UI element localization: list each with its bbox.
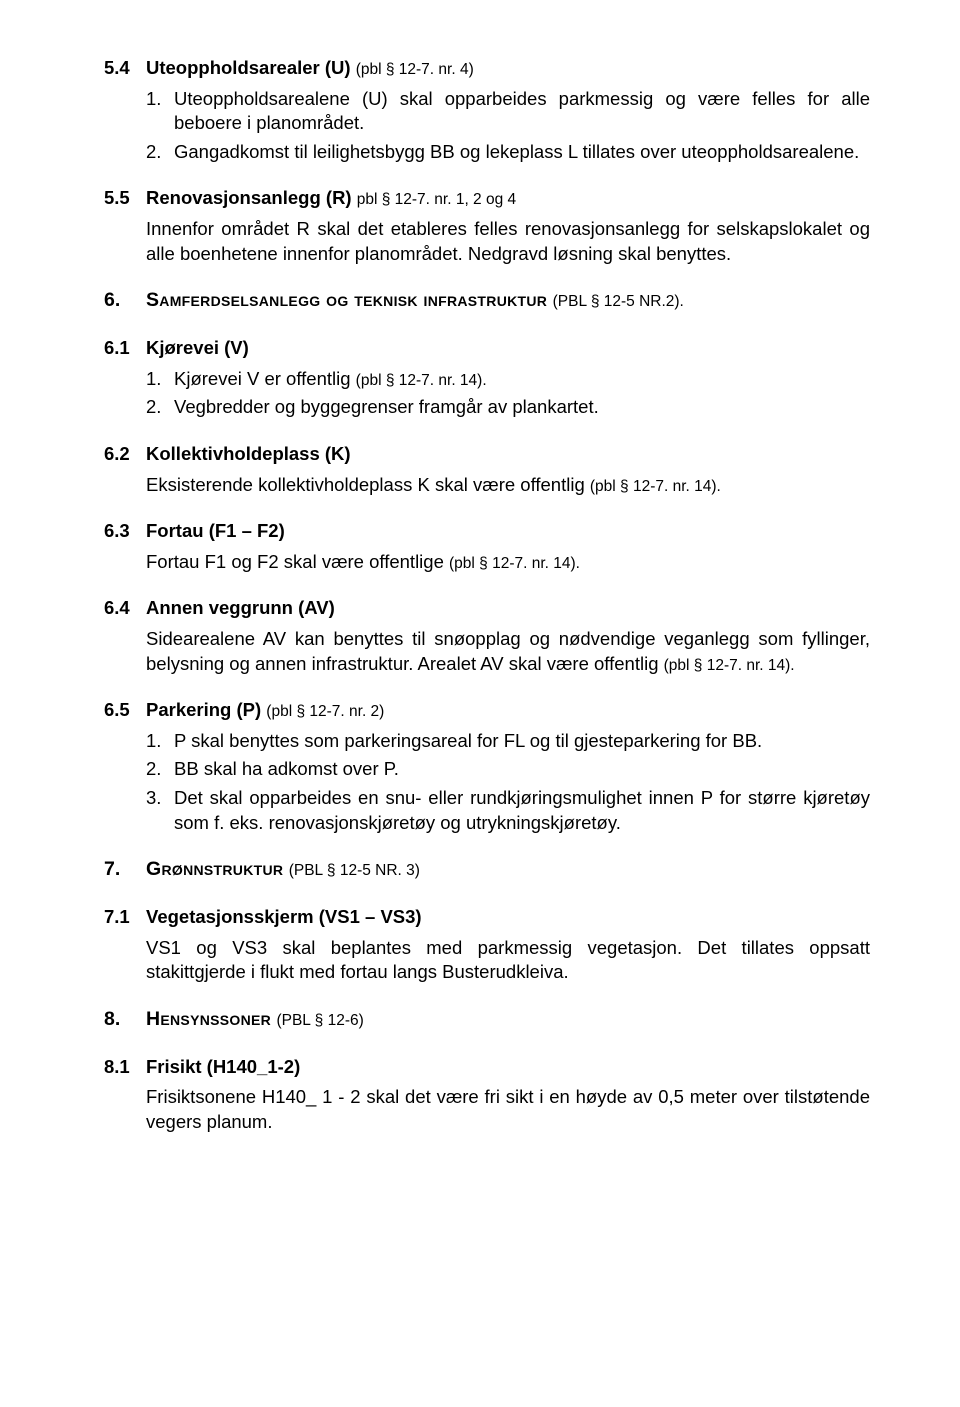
section-body: Sidearealene AV kan benyttes til snøoppl… <box>146 627 870 676</box>
section-title: Parkering (P) (pbl § 12-7. nr. 2) <box>146 698 384 723</box>
section-number: 6.3 <box>104 519 146 544</box>
section-body: Innenfor området R skal det etableres fe… <box>146 217 870 266</box>
section-6-5: 6.5 Parkering (P) (pbl § 12-7. nr. 2) 1.… <box>104 698 870 835</box>
section-title: Samferdselsanlegg og teknisk infrastrukt… <box>146 288 684 314</box>
ordered-list: 1. Uteoppholdsarealene (U) skal opparbei… <box>146 87 870 165</box>
section-body-reference: (pbl § 12-7. nr. 14). <box>590 478 721 495</box>
list-item-number: 2. <box>146 395 174 420</box>
section-title-text: Hensynssoner <box>146 1008 271 1030</box>
section-reference: (PBL § 12-5 NR. 3) <box>289 862 420 879</box>
section-number: 5.5 <box>104 186 146 211</box>
section-reference: (pbl § 12-7. nr. 4) <box>356 61 474 78</box>
section-body-reference: (pbl § 12-7. nr. 14). <box>664 657 795 674</box>
section-body-reference: (pbl § 12-7. nr. 14). <box>449 555 580 572</box>
section-body: Frisiktsonene H140_ 1 - 2 skal det være … <box>146 1085 870 1134</box>
section-heading: 6.1 Kjørevei (V) <box>104 336 870 361</box>
section-title: Vegetasjonsskjerm (VS1 – VS3) <box>146 905 422 930</box>
section-title: Fortau (F1 – F2) <box>146 519 285 544</box>
section-title-text: Grønnstruktur <box>146 858 283 880</box>
section-title: Frisikt (H140_1-2) <box>146 1055 300 1080</box>
section-7-1: 7.1 Vegetasjonsskjerm (VS1 – VS3) VS1 og… <box>104 905 870 985</box>
list-item-number: 2. <box>146 757 174 782</box>
section-reference: pbl § 12-7. nr. 1, 2 og 4 <box>357 191 516 208</box>
section-title: Kollektivholdeplass (K) <box>146 442 351 467</box>
section-number: 6.2 <box>104 442 146 467</box>
list-item-number: 1. <box>146 729 174 754</box>
section-heading: 6.2 Kollektivholdeplass (K) <box>104 442 870 467</box>
list-item-text: Vegbredder og byggegrenser framgår av pl… <box>174 395 870 420</box>
ordered-list: 1. P skal benyttes som parkeringsareal f… <box>146 729 870 835</box>
section-heading: 6.4 Annen veggrunn (AV) <box>104 596 870 621</box>
section-title-text: Parkering (P) <box>146 699 261 720</box>
list-item-number: 2. <box>146 140 174 165</box>
section-number: 6.1 <box>104 336 146 361</box>
section-6-2: 6.2 Kollektivholdeplass (K) Eksisterende… <box>104 442 870 497</box>
list-item-number: 1. <box>146 87 174 136</box>
section-heading: 5.4 Uteoppholdsarealer (U) (pbl § 12-7. … <box>104 56 870 81</box>
list-item-text: P skal benyttes som parkeringsareal for … <box>174 729 870 754</box>
list-item: 2. Vegbredder og byggegrenser framgår av… <box>146 395 870 420</box>
section-heading: 6. Samferdselsanlegg og teknisk infrastr… <box>104 288 870 314</box>
section-heading: 8.1 Frisikt (H140_1-2) <box>104 1055 870 1080</box>
section-heading: 7.1 Vegetasjonsskjerm (VS1 – VS3) <box>104 905 870 930</box>
section-title-text: Renovasjonsanlegg (R) <box>146 187 352 208</box>
section-heading: 7. Grønnstruktur (PBL § 12-5 NR. 3) <box>104 857 870 883</box>
section-title-text: Samferdselsanlegg og teknisk infrastrukt… <box>146 289 547 311</box>
list-item-reference: (pbl § 12-7. nr. 14). <box>356 372 487 389</box>
section-heading: 8. Hensynssoner (PBL § 12-6) <box>104 1007 870 1033</box>
section-title: Hensynssoner (PBL § 12-6) <box>146 1007 364 1033</box>
list-item: 2. Gangadkomst til leilighetsbygg BB og … <box>146 140 870 165</box>
section-number: 7. <box>104 857 146 883</box>
section-reference: (pbl § 12-7. nr. 2) <box>266 703 384 720</box>
section-body: VS1 og VS3 skal beplantes med parkmessig… <box>146 936 870 985</box>
section-reference: (PBL § 12-6) <box>276 1012 363 1029</box>
section-heading: 5.5 Renovasjonsanlegg (R) pbl § 12-7. nr… <box>104 186 870 211</box>
section-6-3: 6.3 Fortau (F1 – F2) Fortau F1 og F2 ska… <box>104 519 870 574</box>
section-title: Kjørevei (V) <box>146 336 249 361</box>
list-item-text: Kjørevei V er offentlig (pbl § 12-7. nr.… <box>174 367 870 392</box>
section-5-5: 5.5 Renovasjonsanlegg (R) pbl § 12-7. nr… <box>104 186 870 266</box>
section-number: 6.5 <box>104 698 146 723</box>
list-item-text: BB skal ha adkomst over P. <box>174 757 870 782</box>
list-item-main: Kjørevei V er offentlig <box>174 368 356 389</box>
section-title: Uteoppholdsarealer (U) (pbl § 12-7. nr. … <box>146 56 474 81</box>
section-8-1: 8.1 Frisikt (H140_1-2) Frisiktsonene H14… <box>104 1055 870 1135</box>
section-number: 8. <box>104 1007 146 1033</box>
section-title: Grønnstruktur (PBL § 12-5 NR. 3) <box>146 857 420 883</box>
section-body-main: Fortau F1 og F2 skal være offentlige <box>146 551 449 572</box>
section-6-1: 6.1 Kjørevei (V) 1. Kjørevei V er offent… <box>104 336 870 420</box>
section-body-main: Eksisterende kollektivholdeplass K skal … <box>146 474 590 495</box>
list-item-text: Gangadkomst til leilighetsbygg BB og lek… <box>174 140 870 165</box>
section-title-text: Uteoppholdsarealer (U) <box>146 57 351 78</box>
section-body: Fortau F1 og F2 skal være offentlige (pb… <box>146 550 870 575</box>
section-heading: 6.5 Parkering (P) (pbl § 12-7. nr. 2) <box>104 698 870 723</box>
section-reference: (PBL § 12-5 NR.2). <box>553 293 684 310</box>
list-item-text: Uteoppholdsarealene (U) skal opparbeides… <box>174 87 870 136</box>
section-5-4: 5.4 Uteoppholdsarealer (U) (pbl § 12-7. … <box>104 56 870 164</box>
list-item-number: 1. <box>146 367 174 392</box>
list-item-text: Det skal opparbeides en snu- eller rundk… <box>174 786 870 835</box>
list-item: 3. Det skal opparbeides en snu- eller ru… <box>146 786 870 835</box>
section-title: Renovasjonsanlegg (R) pbl § 12-7. nr. 1,… <box>146 186 516 211</box>
section-7: 7. Grønnstruktur (PBL § 12-5 NR. 3) <box>104 857 870 883</box>
section-title: Annen veggrunn (AV) <box>146 596 335 621</box>
section-8: 8. Hensynssoner (PBL § 12-6) <box>104 1007 870 1033</box>
section-body: Eksisterende kollektivholdeplass K skal … <box>146 473 870 498</box>
list-item: 2. BB skal ha adkomst over P. <box>146 757 870 782</box>
section-number: 7.1 <box>104 905 146 930</box>
section-6-4: 6.4 Annen veggrunn (AV) Sidearealene AV … <box>104 596 870 676</box>
ordered-list: 1. Kjørevei V er offentlig (pbl § 12-7. … <box>146 367 870 420</box>
list-item: 1. Uteoppholdsarealene (U) skal opparbei… <box>146 87 870 136</box>
section-number: 6.4 <box>104 596 146 621</box>
section-number: 8.1 <box>104 1055 146 1080</box>
list-item: 1. Kjørevei V er offentlig (pbl § 12-7. … <box>146 367 870 392</box>
section-heading: 6.3 Fortau (F1 – F2) <box>104 519 870 544</box>
section-number: 5.4 <box>104 56 146 81</box>
list-item: 1. P skal benyttes som parkeringsareal f… <box>146 729 870 754</box>
list-item-number: 3. <box>146 786 174 835</box>
section-number: 6. <box>104 288 146 314</box>
section-6: 6. Samferdselsanlegg og teknisk infrastr… <box>104 288 870 314</box>
document-page: 5.4 Uteoppholdsarealer (U) (pbl § 12-7. … <box>0 0 960 1213</box>
